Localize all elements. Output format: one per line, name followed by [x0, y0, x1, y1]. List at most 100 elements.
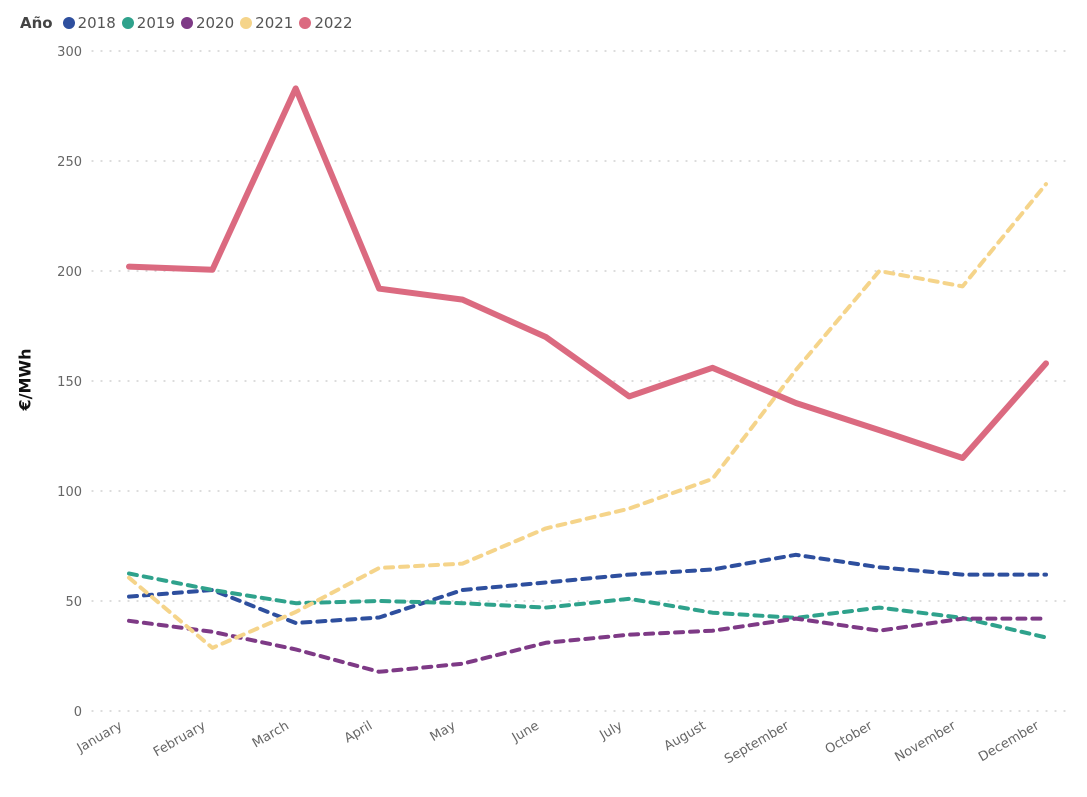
legend-label: 2022: [314, 14, 353, 32]
x-tick-label: August: [662, 718, 709, 754]
data-point-2018[interactable]: [543, 580, 549, 586]
data-point-2018[interactable]: [876, 564, 882, 570]
data-point-2022[interactable]: [1043, 360, 1049, 366]
legend-title: Año: [20, 14, 53, 32]
series-line-2022[interactable]: [126, 85, 1049, 461]
legend-dot-icon: [240, 17, 253, 29]
legend-item-2021[interactable]: 2021: [240, 14, 293, 32]
data-point-2020[interactable]: [459, 661, 465, 667]
legend-dot-icon: [62, 17, 75, 29]
data-point-2018[interactable]: [793, 552, 799, 558]
series-line-2020[interactable]: [127, 616, 1048, 674]
data-point-2020[interactable]: [293, 646, 299, 652]
x-tick-label: September: [722, 718, 792, 767]
series-line-2021[interactable]: [127, 182, 1048, 650]
data-point-2021[interactable]: [376, 565, 382, 571]
data-point-2021[interactable]: [710, 476, 716, 482]
data-point-2022[interactable]: [376, 286, 382, 292]
data-point-2020[interactable]: [126, 618, 132, 624]
data-point-2019[interactable]: [876, 605, 882, 611]
series-line-2019[interactable]: [127, 571, 1048, 640]
y-tick-label: 150: [57, 375, 82, 390]
data-point-2022[interactable]: [209, 267, 215, 273]
legend-label: 2021: [255, 14, 294, 32]
x-tick-label: March: [250, 718, 292, 751]
y-axis-ticks: 0 50 100 150 200 250 300: [57, 45, 82, 720]
data-point-2018[interactable]: [376, 615, 382, 621]
x-tick-label: June: [509, 718, 542, 746]
legend-item-2018[interactable]: 2018: [62, 14, 116, 32]
legend-item-2020[interactable]: 2020: [180, 14, 235, 32]
data-point-2021[interactable]: [543, 525, 549, 531]
data-point-2022[interactable]: [960, 455, 966, 461]
data-point-2020[interactable]: [710, 628, 716, 634]
data-point-2021[interactable]: [126, 575, 132, 581]
data-point-2020[interactable]: [376, 669, 382, 675]
data-point-2019[interactable]: [543, 605, 549, 611]
x-tick-label: February: [151, 718, 209, 760]
y-tick-label: 100: [57, 485, 82, 500]
data-point-2020[interactable]: [543, 640, 549, 646]
x-tick-label: July: [597, 718, 626, 743]
data-point-2021[interactable]: [293, 609, 299, 615]
data-point-2021[interactable]: [793, 367, 799, 373]
data-point-2022[interactable]: [710, 365, 716, 371]
data-point-2019[interactable]: [376, 598, 382, 604]
data-point-2019[interactable]: [710, 610, 716, 616]
data-point-2021[interactable]: [459, 561, 465, 567]
data-point-2020[interactable]: [209, 629, 215, 635]
data-point-2020[interactable]: [1043, 616, 1049, 622]
data-point-2022[interactable]: [626, 393, 632, 399]
data-point-2019[interactable]: [209, 587, 215, 593]
legend-label: 2019: [136, 14, 175, 32]
data-point-2018[interactable]: [1043, 572, 1049, 578]
data-point-2019[interactable]: [1043, 635, 1049, 641]
legend-label: 2020: [195, 14, 235, 32]
data-point-2018[interactable]: [459, 587, 465, 593]
data-point-2018[interactable]: [626, 572, 632, 578]
x-tick-label: April: [342, 718, 375, 746]
legend-item-2022[interactable]: 2022: [299, 14, 353, 32]
legend: Año 2018 2019 2020 2021 2022: [20, 12, 359, 34]
series-lines: [126, 85, 1049, 674]
data-point-2021[interactable]: [960, 283, 966, 289]
x-tick-label: December: [976, 718, 1042, 765]
x-tick-label: October: [823, 718, 876, 757]
x-tick-label: May: [428, 718, 459, 745]
legend-item-2019[interactable]: 2019: [121, 14, 175, 32]
data-point-2018[interactable]: [126, 594, 132, 600]
legend-dot-icon: [121, 17, 134, 29]
data-point-2021[interactable]: [209, 645, 215, 651]
data-point-2018[interactable]: [293, 620, 299, 626]
data-point-2018[interactable]: [960, 572, 966, 578]
data-point-2019[interactable]: [626, 596, 632, 602]
legend-dot-icon: [299, 17, 312, 29]
data-point-2018[interactable]: [710, 567, 716, 573]
data-point-2019[interactable]: [293, 600, 299, 606]
data-point-2019[interactable]: [459, 600, 465, 606]
data-point-2021[interactable]: [626, 506, 632, 512]
data-point-2020[interactable]: [960, 616, 966, 622]
data-point-2022[interactable]: [793, 400, 799, 406]
data-point-2020[interactable]: [876, 628, 882, 634]
data-point-2022[interactable]: [293, 85, 299, 91]
y-tick-label: 50: [65, 595, 82, 610]
x-tick-label: November: [893, 718, 960, 765]
data-point-2021[interactable]: [1043, 181, 1049, 187]
data-point-2022[interactable]: [543, 334, 549, 340]
data-point-2020[interactable]: [626, 632, 632, 638]
data-point-2022[interactable]: [876, 427, 882, 433]
legend-label: 2018: [77, 14, 116, 32]
data-point-2022[interactable]: [126, 264, 132, 270]
data-point-2022[interactable]: [459, 297, 465, 303]
y-tick-label: 0: [74, 705, 82, 720]
data-point-2020[interactable]: [793, 616, 799, 622]
y-tick-label: 200: [57, 265, 82, 280]
x-axis-ticks: January February March April May June July Augu…: [74, 718, 1043, 767]
x-tick-label: January: [74, 718, 125, 756]
gridlines: [91, 50, 1073, 712]
legend-dot-icon: [180, 17, 193, 29]
data-point-2021[interactable]: [876, 268, 882, 274]
y-tick-label: 250: [57, 155, 82, 170]
